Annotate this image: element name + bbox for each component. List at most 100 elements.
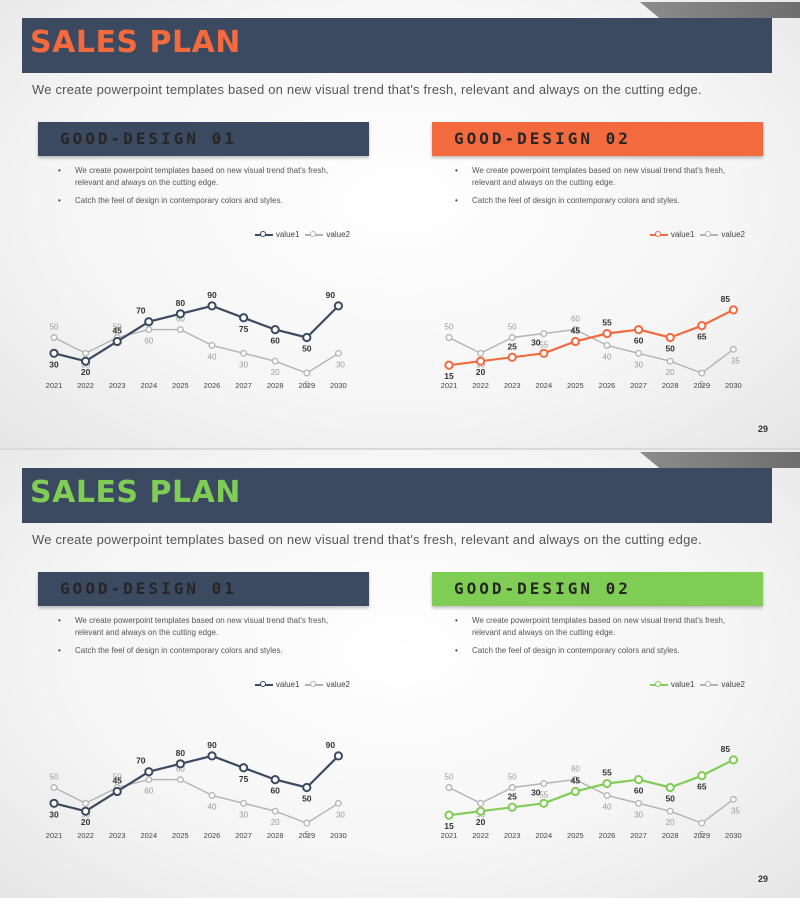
data-label-value2: 50	[113, 773, 122, 782]
data-label-value1: 45	[571, 325, 581, 335]
slide-separator	[0, 448, 800, 450]
data-label-value2: 30	[634, 360, 643, 369]
legend-item-value1: value1	[254, 230, 299, 239]
bullet-item: We create powerpoint templates based on …	[455, 165, 755, 189]
data-point-value2	[508, 784, 516, 791]
data-point-value1	[112, 336, 122, 347]
x-tick-label: 2029	[298, 831, 315, 840]
data-point-value1	[697, 771, 707, 781]
data-point-value1	[239, 313, 249, 323]
legend-label: value1	[670, 680, 695, 689]
data-label-value1: 30	[531, 787, 541, 797]
data-label-value2: 30	[336, 360, 345, 369]
data-label-value2: 60	[144, 787, 153, 796]
x-tick-label: 2023	[109, 381, 126, 390]
series-line-value1	[448, 758, 734, 817]
data-point-value1	[112, 786, 122, 797]
data-point-value1	[507, 802, 517, 812]
data-point-value1	[570, 786, 580, 797]
data-point-value2	[50, 784, 58, 791]
x-tick-label: 2028	[662, 831, 679, 840]
chart-plot: 5030506060403020530302045708090756050902…	[46, 740, 347, 840]
x-tick-label: 2021	[441, 831, 458, 840]
data-point-value1	[476, 806, 486, 816]
data-label-value1: 60	[634, 786, 644, 796]
chart-plot: 5030505560403020535152025304555605065852…	[441, 294, 742, 390]
title-bar	[22, 18, 772, 73]
x-tick-label: 2023	[504, 831, 521, 840]
data-point-value2	[303, 369, 311, 377]
data-label-value2: 35	[731, 806, 740, 815]
data-point-value1	[697, 321, 707, 331]
x-tick-label: 2026	[204, 381, 221, 390]
chart-plot: 5030505560403020535152025304555605065852…	[441, 744, 742, 840]
data-point-value2	[240, 799, 248, 807]
data-point-value1	[444, 810, 454, 820]
legend-label: value2	[721, 680, 745, 689]
data-point-value2	[445, 334, 453, 341]
slide-title: SALES PLAN	[30, 475, 241, 510]
x-tick-label: 2023	[109, 831, 126, 840]
data-point-value1	[81, 806, 91, 816]
legend-label: value1	[670, 230, 695, 239]
data-point-value1	[333, 301, 343, 311]
legend-label: value2	[326, 230, 350, 239]
data-point-value2	[729, 345, 737, 353]
data-label-value2: 40	[208, 802, 217, 811]
legend-label: value1	[275, 680, 300, 689]
data-point-value2	[271, 357, 279, 365]
bullet-item: We create powerpoint templates based on …	[58, 165, 358, 189]
data-label-value1: 50	[302, 344, 312, 354]
series-line-value1	[53, 304, 340, 363]
series-line-value1	[448, 308, 734, 367]
data-label-value1: 55	[602, 768, 612, 778]
slide-title: SALES PLAN	[30, 25, 241, 60]
title-bar	[22, 468, 772, 523]
x-tick-label: 2025	[567, 381, 584, 390]
data-label-value1: 30	[531, 337, 541, 347]
bullet-item: We create powerpoint templates based on …	[455, 615, 755, 639]
series-line-value2	[53, 328, 339, 374]
data-label-value2: 50	[508, 773, 517, 782]
data-point-value2	[571, 776, 579, 784]
data-point-value1	[175, 759, 185, 769]
chart-legend: value1 value2	[249, 680, 350, 689]
bullet-item: Catch the feel of design in contemporary…	[455, 195, 755, 207]
legend-line-value2-icon	[305, 230, 324, 237]
data-label-value1: 15	[444, 371, 454, 381]
x-tick-label: 2025	[172, 381, 189, 390]
legend-item-value2: value2	[305, 680, 350, 689]
data-label-value2: 20	[271, 368, 280, 377]
data-point-value2	[334, 799, 342, 807]
slide-1: SALES PLAN We create powerpoint template…	[0, 0, 800, 448]
legend-line-value2-icon	[700, 230, 719, 237]
x-tick-label: 2028	[662, 381, 679, 390]
data-label-value2: 5	[700, 830, 705, 839]
data-label-value1: 80	[176, 298, 186, 308]
data-point-value1	[144, 767, 154, 777]
series-line-value2	[448, 328, 734, 374]
data-label-value1: 25	[507, 341, 517, 351]
legend-line-value2-icon	[700, 680, 719, 687]
data-point-value2	[729, 795, 737, 803]
data-label-value1: 70	[136, 756, 146, 766]
data-point-value1	[175, 309, 185, 319]
data-label-value1: 90	[326, 740, 336, 750]
data-point-value2	[666, 807, 674, 815]
x-tick-label: 2023	[504, 381, 521, 390]
data-label-value1: 55	[602, 318, 612, 328]
data-point-value2	[508, 334, 516, 341]
x-tick-label: 2026	[599, 381, 616, 390]
data-point-value2	[271, 807, 279, 815]
data-point-value2	[540, 780, 548, 787]
data-point-value1	[665, 332, 675, 343]
line-chart-1: 5030506060403020530302045708090756050902…	[38, 230, 368, 417]
data-label-value1: 50	[665, 344, 675, 354]
data-point-value1	[602, 778, 612, 789]
x-tick-label: 2029	[693, 831, 710, 840]
data-label-value2: 30	[336, 810, 345, 819]
data-point-value1	[728, 755, 738, 765]
data-point-value1	[570, 336, 580, 347]
x-tick-label: 2024	[535, 831, 552, 840]
data-point-value2	[176, 326, 184, 334]
